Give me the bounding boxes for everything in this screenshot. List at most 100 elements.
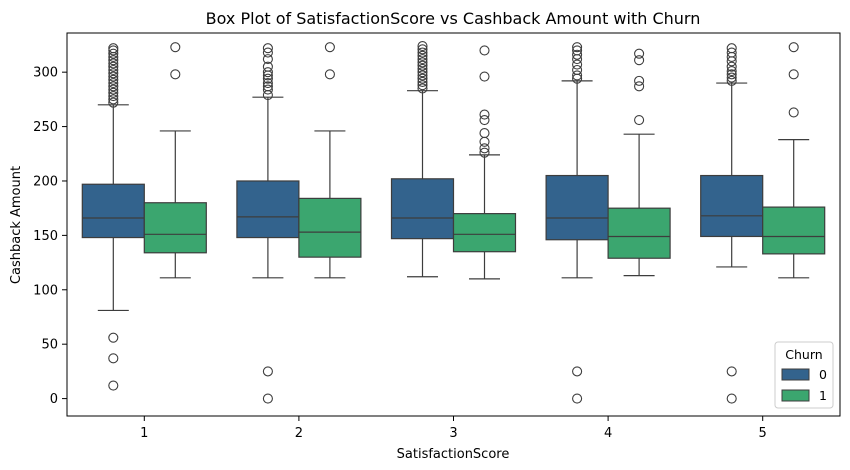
box-iqr <box>452 213 517 253</box>
outlier-point <box>572 366 583 377</box>
box-4-churn-0 <box>545 42 609 404</box>
legend: Churn 0 1 <box>774 341 834 409</box>
box-1-churn-0 <box>81 43 145 391</box>
outlier-point <box>262 54 273 65</box>
outlier-point <box>417 73 428 84</box>
outlier-point <box>572 45 583 56</box>
outlier-point <box>479 71 490 82</box>
outlier-point <box>262 78 273 89</box>
outlier-point <box>108 64 119 76</box>
box-iqr <box>81 183 145 239</box>
legend-label-0: 0 <box>819 367 827 382</box>
chart-title: Box Plot of SatisfactionScore vs Cashbac… <box>206 9 701 28</box>
outlier-point <box>324 69 335 80</box>
outlier-point <box>108 71 119 82</box>
outlier-point <box>262 61 273 72</box>
outlier-point <box>108 58 119 69</box>
outlier-point <box>108 97 119 108</box>
box-5-churn-1 <box>762 42 826 279</box>
box-5-churn-0 <box>700 43 764 404</box>
outlier-point <box>262 73 273 84</box>
outlier-point <box>108 353 119 364</box>
outlier-point <box>788 42 799 53</box>
outlier-point <box>726 72 737 83</box>
outlier-point <box>479 109 490 120</box>
box-3-churn-1 <box>452 45 517 280</box>
outlier-point <box>726 69 737 80</box>
outlier-point <box>417 60 428 71</box>
outlier-point <box>479 45 490 56</box>
box-iqr <box>390 178 455 240</box>
outlier-point <box>634 75 645 86</box>
outlier-point <box>417 57 428 68</box>
outlier-point <box>170 69 181 80</box>
x-tick-label: 1 <box>140 426 148 441</box>
outlier-point <box>479 114 490 126</box>
outlier-point <box>572 49 583 60</box>
outlier-point <box>108 48 119 59</box>
box-iqr <box>700 174 764 238</box>
outlier-point <box>726 393 737 404</box>
outlier-point <box>108 87 119 98</box>
x-axis: 1 2 3 4 5 <box>140 416 767 441</box>
outlier-point <box>788 69 799 80</box>
outlier-point <box>634 114 645 126</box>
box-2-churn-0 <box>236 43 300 404</box>
outlier-point <box>170 42 181 53</box>
x-tick-label: 3 <box>449 426 457 441</box>
outlier-point <box>726 47 737 58</box>
x-tick-label: 4 <box>604 426 612 441</box>
outlier-point <box>634 81 645 92</box>
outlier-point <box>572 70 583 81</box>
y-axis-label: Cashback Amount <box>9 166 24 284</box>
y-tick-label: 50 <box>41 338 58 353</box>
outlier-point <box>417 63 428 74</box>
outlier-point <box>479 128 490 139</box>
outlier-point <box>479 143 490 154</box>
outlier-point <box>108 74 119 85</box>
outlier-point <box>108 84 119 95</box>
outlier-point <box>108 81 119 92</box>
outlier-point <box>417 47 428 58</box>
box-4-churn-1 <box>607 48 671 277</box>
outlier-point <box>572 64 583 76</box>
outlier-point <box>108 91 119 102</box>
y-tick-label: 200 <box>33 174 58 189</box>
outlier-point <box>726 66 737 77</box>
outlier-point <box>262 366 273 377</box>
box-2-churn-1 <box>298 42 362 279</box>
box-iqr <box>607 207 671 259</box>
outlier-point <box>108 55 119 66</box>
outlier-point <box>417 50 428 61</box>
outlier-point <box>572 42 583 53</box>
outlier-point <box>726 75 737 86</box>
outlier-point <box>417 80 428 91</box>
box-iqr <box>143 202 207 254</box>
y-tick-label: 250 <box>33 120 58 135</box>
plot-area <box>81 41 826 404</box>
x-axis-label: SatisfactionScore <box>397 447 510 462</box>
outlier-point <box>788 107 799 118</box>
outlier-point <box>262 43 273 54</box>
outlier-point <box>417 54 428 65</box>
outlier-point <box>262 47 273 58</box>
outlier-point <box>634 55 645 66</box>
outlier-point <box>479 147 490 158</box>
outlier-point <box>108 78 119 89</box>
outlier-point <box>108 94 119 105</box>
outlier-point <box>417 44 428 55</box>
y-tick-label: 100 <box>33 283 58 298</box>
box-iqr <box>298 197 362 258</box>
outlier-point <box>726 366 737 377</box>
box-3-churn-0 <box>390 41 455 278</box>
outlier-point <box>479 136 490 147</box>
x-tick-label: 2 <box>295 426 303 441</box>
outlier-point <box>324 42 335 53</box>
outlier-point <box>108 380 119 391</box>
box-iqr <box>236 180 300 239</box>
box-iqr <box>545 174 609 241</box>
outlier-point <box>417 70 428 81</box>
outlier-point <box>572 393 583 404</box>
outlier-point <box>417 76 428 88</box>
